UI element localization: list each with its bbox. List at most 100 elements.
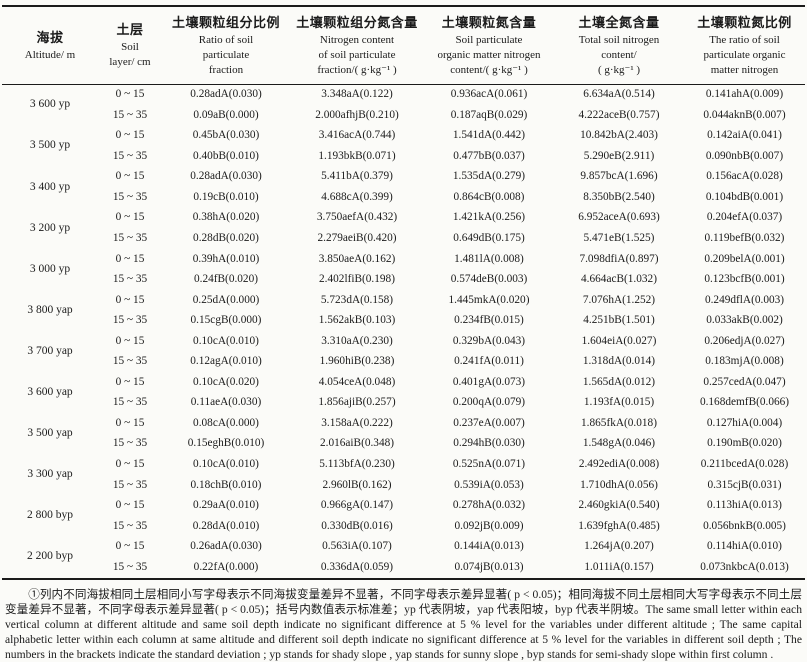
data-cell: 1.604eiA(0.027): [581, 334, 657, 347]
table-row: 3 000 yp 0 ~ 15 0.39hA(0.010) 3.850aeA(0.16…: [2, 249, 805, 274]
header-cell-particulate-n-content: 土壤颗粒组分氮含量 Nitrogen content of soil parti…: [290, 6, 424, 85]
data-cell: 0.113hiA(0.013): [707, 499, 782, 512]
data-cell: 0.24fB(0.020): [193, 273, 258, 286]
data-cell: 0.28dA(0.010): [192, 519, 260, 532]
soil-layer-cell: 0 ~ 15: [115, 334, 145, 347]
table-row: 15 ~ 35 0.09aB(0.000) 2.000afhjB(0.210) 0.1…: [2, 105, 805, 126]
data-cell: 1.421kA(0.256): [452, 211, 526, 224]
data-cell: 2.016aiB(0.348): [319, 437, 395, 450]
header-en: The ratio of soil particulate organic ma…: [703, 34, 786, 76]
data-cell: 0.525nA(0.071): [452, 458, 526, 470]
altitude-cell: 3 600 yp: [29, 98, 71, 111]
data-cell: 6.634aA(0.514): [583, 88, 655, 101]
soil-layer-cell: 0 ~ 15: [115, 499, 145, 512]
data-cell: 0.22fA(0.000): [193, 560, 259, 573]
data-cell: 10.842bA(2.403): [580, 129, 658, 142]
altitude-cell: 3 200 yp: [29, 221, 71, 234]
data-cell: 0.10cA(0.010): [193, 334, 259, 347]
data-cell: 0.401gA(0.073): [452, 375, 526, 388]
data-cell: 0.329bA(0.043): [452, 334, 526, 347]
header-cell-soil-layer: 土层 Soil layer/ cm: [98, 6, 162, 85]
data-cell: 0.28adA(0.030): [190, 88, 262, 101]
header-cn: 土壤颗粒组分氮含量: [296, 15, 418, 30]
data-cell: 1.639fghA(0.485): [578, 519, 660, 532]
data-cell: 0.28adA(0.030): [190, 170, 262, 183]
data-cell: 1.535dA(0.279): [452, 170, 526, 183]
header-row: 海拔 Altitude/ m 土层 Soil layer/ cm 土壤颗粒组分比…: [2, 6, 805, 85]
soil-layer-cell: 0 ~ 15: [115, 129, 145, 142]
data-cell: 7.076hA(1.252): [582, 293, 656, 306]
data-cell: 0.206edjA(0.027): [704, 334, 785, 347]
soil-layer-cell: 15 ~ 35: [112, 149, 148, 162]
soil-layer-cell: 15 ~ 35: [112, 273, 148, 286]
header-cn: 土层: [116, 22, 144, 38]
data-cell: 1.318dA(0.014): [582, 355, 656, 368]
header-cell-altitude: 海拔 Altitude/ m: [2, 6, 98, 85]
data-cell: 0.204efA(0.037): [706, 211, 783, 224]
table-row: 3 800 yap 0 ~ 15 0.25dA(0.000) 5.723dA(0.15…: [2, 290, 805, 315]
data-cell: 3.348aA(0.122): [321, 88, 393, 101]
soil-layer-cell: 0 ~ 15: [115, 540, 145, 553]
data-cell: 3.416acA(0.744): [318, 129, 396, 142]
data-cell: 0.864cB(0.008): [453, 190, 525, 203]
data-cell: 0.10cA(0.020): [193, 375, 259, 388]
table-row: 15 ~ 35 0.18chB(0.010) 2.960lB(0.162) 0.539…: [2, 475, 805, 496]
soil-layer-cell: 0 ~ 15: [115, 458, 145, 470]
data-cell: 3.850aeA(0.162): [318, 252, 396, 265]
data-cell: 5.290eB(2.911): [583, 149, 655, 162]
data-cell: 0.563iA(0.107): [322, 540, 392, 553]
header-cn: 土壤全氮含量: [578, 15, 660, 30]
table-row: 15 ~ 35 0.15eghB(0.010) 2.016aiB(0.348) 0.2…: [2, 434, 805, 455]
data-cell: 1.541dA(0.442): [452, 129, 526, 142]
table-row: 15 ~ 35 0.15cgB(0.000) 1.562akB(0.103) 0.23…: [2, 311, 805, 332]
data-cell: 0.090nbB(0.007): [705, 149, 784, 162]
table-body: 3 600 yp 0 ~ 15 0.28adA(0.030) 3.348aA(0.12…: [2, 84, 805, 579]
data-cell: 0.183mjA(0.008): [705, 355, 784, 368]
data-cell: 0.477bB(0.037): [453, 149, 525, 162]
soil-layer-cell: 15 ~ 35: [112, 396, 148, 409]
data-cell: 0.294hB(0.030): [453, 437, 525, 450]
header-cell-pom-n-ratio: 土壤颗粒氮比例 The ratio of soil particulate or…: [684, 6, 805, 85]
data-cell: 4.222aceB(0.757): [578, 108, 660, 121]
data-cell: 5.411bA(0.379): [321, 170, 393, 183]
data-cell: 1.865fkA(0.018): [581, 416, 657, 429]
altitude-cell: 2 200 byp: [27, 550, 73, 563]
data-cell: 2.402lfiB(0.198): [319, 273, 395, 286]
table-row: 3 400 yp 0 ~ 15 0.28adA(0.030) 5.411bA(0.37…: [2, 167, 805, 192]
data-cell: 3.750aefA(0.432): [316, 211, 398, 224]
soil-layer-cell: 15 ~ 35: [112, 437, 148, 450]
soil-layer-cell: 0 ~ 15: [115, 170, 145, 183]
data-cell: 0.044aknB(0.007): [703, 108, 786, 121]
data-cell: 0.209belA(0.001): [704, 252, 785, 265]
soil-layer-cell: 15 ~ 35: [112, 190, 148, 203]
data-cell: 1.856ajiB(0.257): [318, 396, 396, 409]
soil-layer-cell: 0 ~ 15: [115, 88, 145, 101]
header-cell-pom-n-content: 土壤颗粒氮含量 Soil particulate organic matter …: [424, 6, 554, 85]
data-cell: 0.315cjB(0.031): [707, 478, 782, 491]
data-cell: 0.09aB(0.000): [193, 108, 259, 121]
altitude-cell: 3 700 yap: [27, 344, 73, 357]
data-cell: 4.251bB(1.501): [583, 314, 655, 327]
data-cell: 0.257cedA(0.047): [703, 375, 786, 388]
soil-layer-cell: 15 ~ 35: [112, 478, 148, 491]
table-row: 15 ~ 35 0.19cB(0.010) 4.688cA(0.399) 0.864c…: [2, 187, 805, 208]
altitude-cell: 3 600 yap: [27, 385, 73, 398]
altitude-cell: 3 000 yp: [29, 262, 71, 275]
data-cell: 7.098dfiA(0.897): [579, 252, 659, 265]
data-cell: 6.952aceA(0.693): [578, 211, 660, 224]
data-cell: 1.264jA(0.207): [584, 540, 654, 553]
header-en: Soil particulate organic matter nitrogen…: [437, 34, 541, 76]
soil-layer-cell: 15 ~ 35: [112, 560, 148, 573]
soil-layer-cell: 0 ~ 15: [115, 416, 145, 429]
data-cell: 0.141ahA(0.009): [705, 88, 784, 101]
data-cell: 1.481lA(0.008): [454, 252, 524, 265]
header-en: Altitude/ m: [24, 48, 76, 61]
data-cell: 8.350bB(2.540): [583, 190, 655, 203]
data-cell: 0.142aiA(0.041): [707, 129, 782, 142]
data-cell: 0.119befB(0.032): [704, 231, 785, 244]
data-cell: 1.011iA(0.157): [584, 560, 654, 573]
data-cell: 0.104bdB(0.001): [705, 190, 784, 203]
data-cell: 0.073nkbcA(0.013): [700, 560, 789, 573]
data-cell: 5.723dA(0.158): [320, 293, 394, 306]
data-cell: 3.310aA(0.230): [321, 334, 393, 347]
